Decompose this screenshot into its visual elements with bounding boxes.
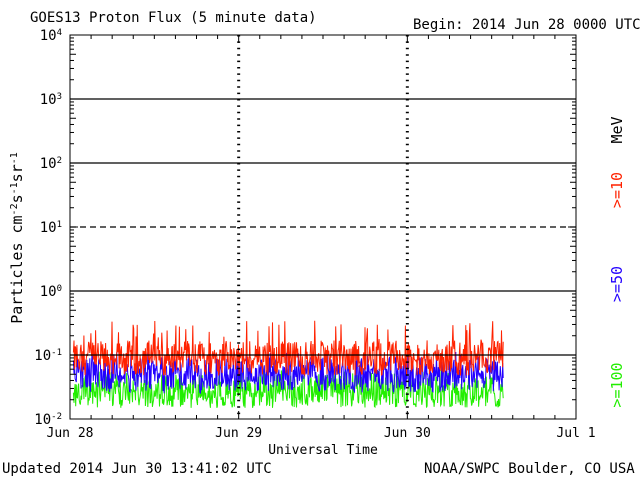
credit-text: NOAA/SWPC Boulder, CO USA (424, 461, 635, 477)
y-tick-label: 10-2 (34, 412, 62, 428)
series-layer (72, 320, 504, 409)
grid-layer (70, 35, 576, 419)
x-tick-label: Jun 29 (215, 426, 262, 441)
y-tick-label: 101 (40, 220, 62, 236)
y-tick-label: 102 (40, 156, 62, 172)
chart-title: GOES13 Proton Flux (5 minute data) (30, 10, 317, 26)
y-tick-label: 103 (40, 92, 62, 108)
y-axis-label: Particles cm-2s-1sr-1 (8, 152, 26, 324)
legend-ge10: >=10 (608, 172, 626, 208)
x-tick-label: Jun 30 (384, 426, 431, 441)
legend-ge50: >=50 (608, 266, 626, 302)
begin-time: Begin: 2014 Jun 28 0000 UTC (413, 17, 640, 33)
plot-frame (69, 34, 577, 420)
x-tick-label: Jul 1 (556, 426, 595, 441)
x-tick-label: Jun 28 (47, 426, 94, 441)
series-line (72, 320, 504, 377)
y-tick-label: 104 (40, 28, 62, 44)
y-tick-label: 100 (40, 284, 62, 300)
legend-unit-label: MeV (608, 116, 626, 143)
axis-layer: Jun 28 Jun 29 Jun 30 Jul 1 10-2 10-1 100 101 102… (34, 28, 595, 441)
y-tick-label: 10-1 (34, 348, 62, 364)
updated-timestamp: Updated 2014 Jun 30 13:41:02 UTC (2, 461, 272, 477)
x-axis-label: Universal Time (268, 443, 378, 458)
legend-ge100: >=100 (608, 362, 626, 407)
